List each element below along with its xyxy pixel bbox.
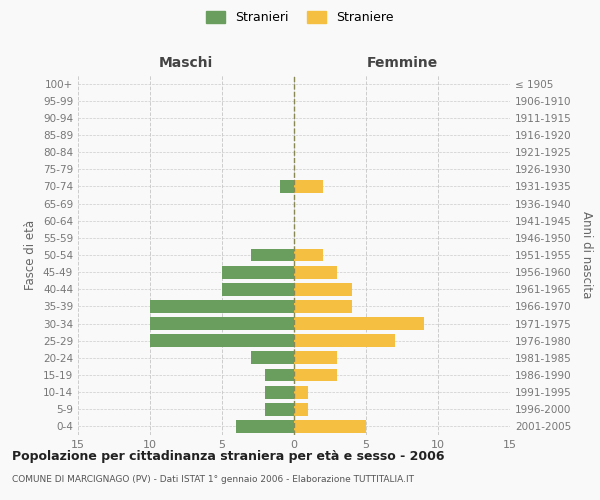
Bar <box>251 248 294 262</box>
Bar <box>265 368 294 382</box>
Bar <box>294 266 337 278</box>
Bar <box>294 403 308 415</box>
Text: Popolazione per cittadinanza straniera per età e sesso - 2006: Popolazione per cittadinanza straniera p… <box>12 450 445 463</box>
Bar <box>222 283 294 296</box>
Bar <box>280 180 294 193</box>
Bar <box>150 317 294 330</box>
Bar <box>294 248 323 262</box>
Bar <box>294 386 308 398</box>
Bar <box>294 180 323 193</box>
Bar <box>294 300 352 313</box>
Text: COMUNE DI MARCIGNAGO (PV) - Dati ISTAT 1° gennaio 2006 - Elaborazione TUTTITALIA: COMUNE DI MARCIGNAGO (PV) - Dati ISTAT 1… <box>12 475 414 484</box>
Text: Maschi: Maschi <box>159 56 213 70</box>
Bar <box>265 403 294 415</box>
Bar <box>222 266 294 278</box>
Text: Femmine: Femmine <box>367 56 437 70</box>
Bar <box>236 420 294 433</box>
Bar <box>150 300 294 313</box>
Y-axis label: Anni di nascita: Anni di nascita <box>580 212 593 298</box>
Bar <box>294 368 337 382</box>
Y-axis label: Fasce di età: Fasce di età <box>25 220 37 290</box>
Bar <box>294 317 424 330</box>
Bar <box>251 352 294 364</box>
Bar <box>294 352 337 364</box>
Legend: Stranieri, Straniere: Stranieri, Straniere <box>202 6 398 29</box>
Bar <box>294 420 366 433</box>
Bar <box>294 283 352 296</box>
Bar <box>294 334 395 347</box>
Bar <box>150 334 294 347</box>
Bar <box>265 386 294 398</box>
